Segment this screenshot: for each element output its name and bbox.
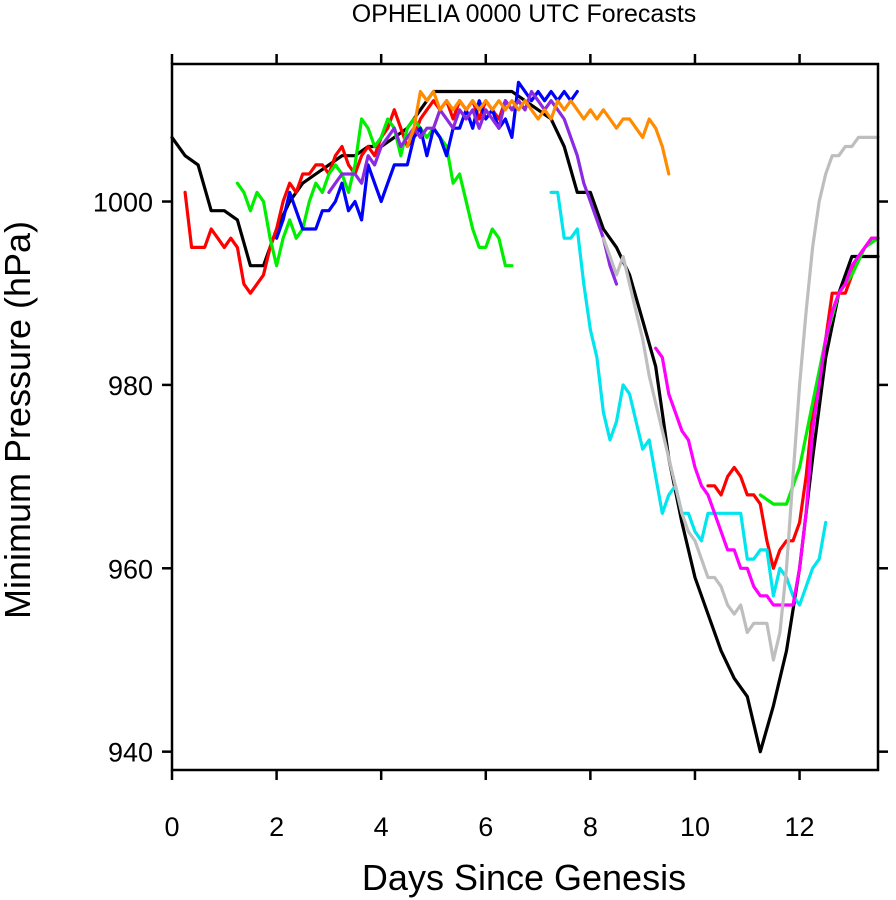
- x-tick-label: 2: [269, 812, 284, 842]
- y-axis-label: Minimum Pressure (hPa): [0, 221, 38, 619]
- series-line-9: [654, 236, 880, 607]
- y-tick-label: 940: [108, 738, 153, 768]
- x-tick-label: 4: [374, 812, 389, 842]
- series-layer: [170, 80, 880, 754]
- x-tick-label: 6: [478, 812, 493, 842]
- x-tick-label: 8: [583, 812, 598, 842]
- x-tick-label: 10: [680, 812, 710, 842]
- series-line-6: [327, 89, 619, 286]
- series-line-5: [275, 80, 579, 240]
- series-line-1: [183, 99, 527, 295]
- series-line-3: [235, 117, 514, 268]
- x-tick-label: 0: [164, 812, 179, 842]
- axis-ticks: 0 2 4 6 8 10 12 940 960 980 1000: [93, 54, 888, 842]
- y-tick-label: 960: [108, 554, 153, 584]
- x-tick-label: 12: [785, 812, 815, 842]
- chart-title: OPHELIA 0000 UTC Forecasts: [352, 0, 697, 28]
- series-line-4: [758, 236, 880, 506]
- series-line-8: [549, 190, 828, 607]
- series-line-10: [601, 135, 880, 662]
- y-tick-label: 980: [108, 371, 153, 401]
- y-tick-label: 1000: [93, 188, 153, 218]
- x-axis-label: Days Since Genesis: [362, 857, 686, 898]
- series-line-2: [706, 236, 880, 570]
- series-line-7: [405, 89, 671, 176]
- plot-frame: [170, 62, 880, 772]
